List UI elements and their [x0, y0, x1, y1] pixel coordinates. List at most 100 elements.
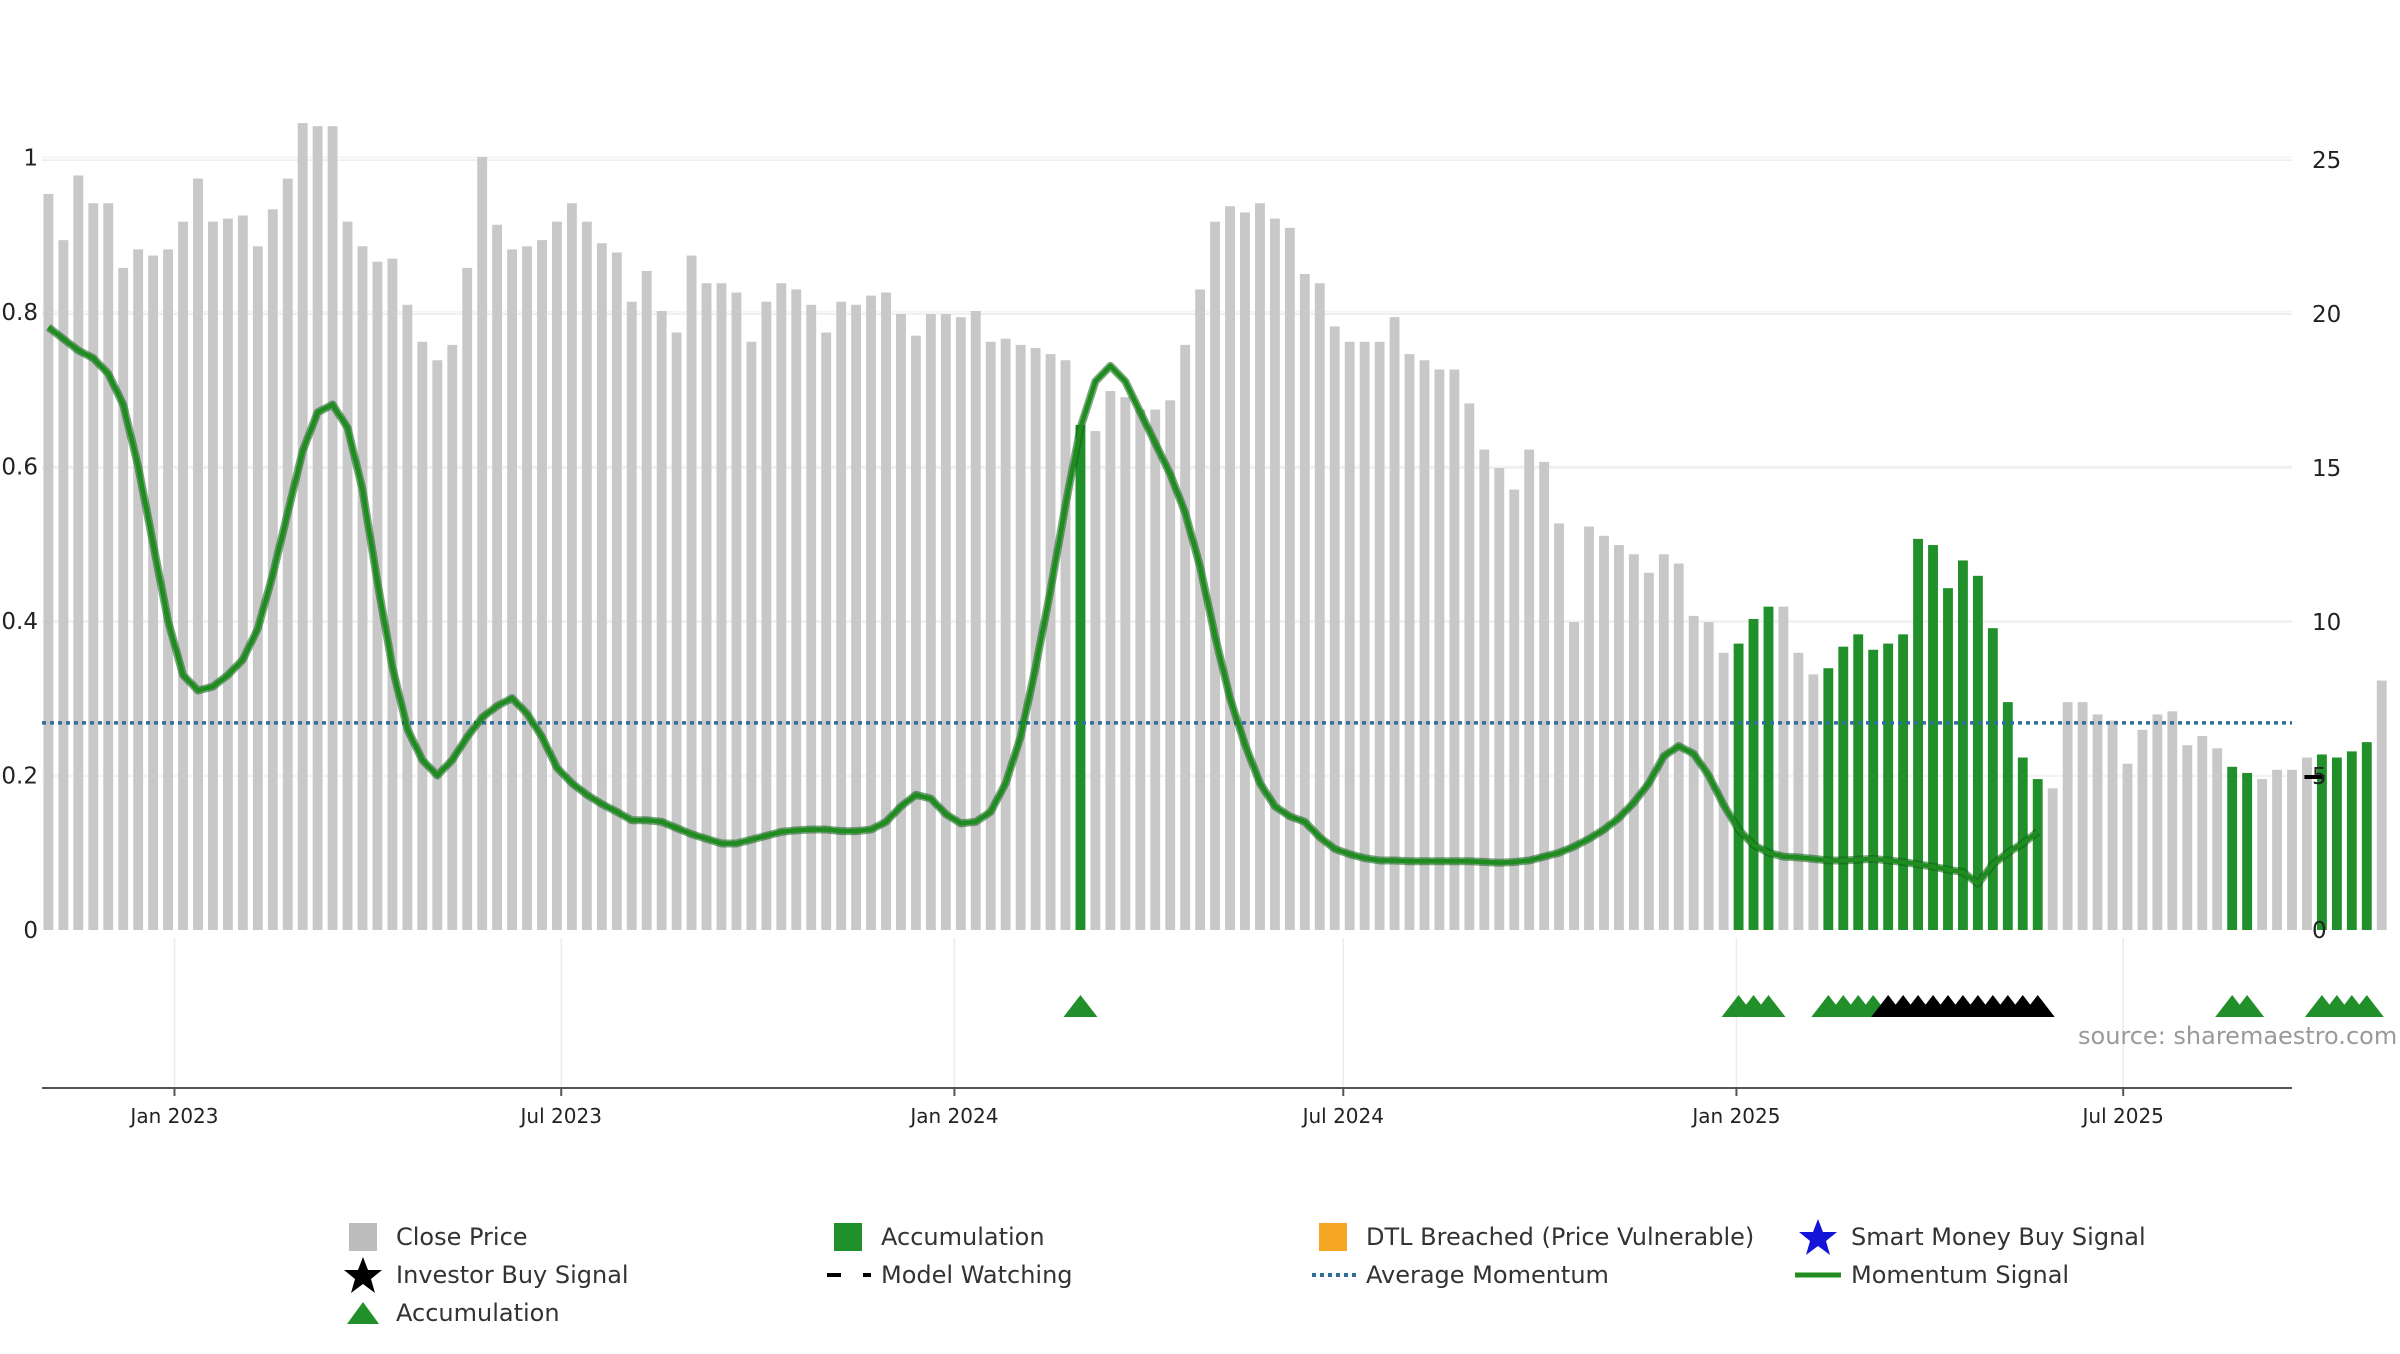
close-price-bar [2122, 763, 2133, 930]
legend-item: Close Price [340, 1220, 528, 1254]
right-axis-tick-label: 25 [2312, 148, 2341, 174]
investor-buy-marker [2020, 995, 2055, 1017]
close-price-bar [432, 360, 443, 930]
accumulation-bar [2346, 751, 2357, 930]
close-price-bar [1464, 403, 1475, 930]
close-price-bar [1030, 347, 1041, 930]
gray-square-icon [340, 1220, 386, 1254]
close-price-bar [851, 304, 862, 930]
right-axis-tick-label: 5 [2312, 764, 2327, 790]
close-price-bar [178, 221, 188, 930]
legend-label: Average Momentum [1366, 1261, 1609, 1289]
left-axis-tick-label: 0.4 [1, 609, 38, 635]
close-price-bar [581, 221, 592, 930]
right-axis-tick-label: 0 [2312, 918, 2327, 944]
close-price-bar [716, 283, 727, 930]
close-price-bar [1314, 283, 1325, 930]
close-price-bar [2287, 769, 2297, 930]
accumulation-triangle-marker [1063, 995, 1098, 1017]
green-line-icon [1795, 1258, 1841, 1292]
accumulation-bar [1883, 643, 1894, 930]
close-price-bar [447, 344, 458, 930]
close-price-bar [2077, 702, 2088, 930]
accumulation-bar [1075, 424, 1086, 930]
close-price-bar [596, 243, 607, 931]
close-price-bar [2092, 714, 2103, 930]
x-axis-tick-label: Jan 2024 [908, 1104, 998, 1128]
close-price-bar [1269, 218, 1280, 930]
close-price-bar [641, 270, 652, 930]
close-price-bar [626, 301, 637, 930]
close-price-bar [43, 193, 54, 930]
close-price-bar [1150, 409, 1161, 930]
close-price-bar [776, 283, 787, 930]
left-axis-tick-label: 0.8 [1, 300, 38, 326]
accumulation-bar [1868, 649, 1879, 930]
accumulation-bar [2002, 702, 2013, 930]
close-price-bar [2182, 745, 2193, 930]
close-price-bar [103, 203, 114, 930]
close-price-bar [73, 175, 84, 930]
legend-item: Smart Money Buy Signal [1795, 1219, 2146, 1255]
close-price-bar [2272, 769, 2282, 930]
close-price-bar [1015, 344, 1026, 930]
legend-item: Investor Buy Signal [340, 1257, 629, 1293]
accumulation-bar [1898, 634, 1909, 930]
close-price-bar [1284, 227, 1295, 931]
close-price-bar [2107, 720, 2118, 930]
black-dash-icon [825, 1258, 871, 1292]
close-price-bar [1090, 431, 1101, 930]
close-price-bar [1599, 535, 1609, 930]
close-price-bar [282, 178, 293, 930]
accumulation-triangle-marker [1751, 995, 1786, 1017]
close-price-bar [148, 255, 159, 931]
accumulation-bar [1838, 646, 1849, 930]
close-price-bar [1584, 526, 1594, 930]
accumulation-bar [1913, 538, 1924, 930]
close-price-bar [2062, 702, 2073, 930]
left-axis-tick-label: 0.2 [1, 763, 38, 789]
x-axis-tick-label: Jul 2023 [519, 1104, 602, 1128]
close-price-bar [1240, 212, 1250, 930]
close-price-bar [1000, 338, 1011, 930]
accumulation-bar [1823, 668, 1834, 930]
close-price-bar [1569, 622, 1579, 930]
close-price-bar [1105, 391, 1116, 930]
close-price-bar [357, 246, 368, 931]
close-price-bar [896, 314, 906, 930]
close-price-bar [387, 258, 398, 931]
close-price-bar [133, 249, 144, 931]
close-price-bar [163, 249, 174, 931]
close-price-bar [1434, 369, 1445, 930]
legend-label: DTL Breached (Price Vulnerable) [1366, 1223, 1755, 1251]
close-price-bar [701, 283, 712, 930]
accumulation-bar [2242, 772, 2253, 930]
close-price-bar [1554, 523, 1565, 930]
left-axis-tick-label: 0.6 [1, 454, 38, 480]
orange-square-icon [1310, 1220, 1356, 1254]
close-price-bar [1778, 606, 1789, 930]
close-price-bar [88, 203, 99, 930]
legend-item: DTL Breached (Price Vulnerable) [1310, 1220, 1754, 1254]
close-price-bar [1195, 289, 1206, 930]
close-price-bar [2212, 748, 2223, 930]
close-price-bar [866, 295, 876, 930]
close-price-bar [2047, 788, 2058, 930]
close-price-bar [1688, 615, 1699, 930]
close-price-bar [1299, 274, 1310, 930]
accumulation-bar [1958, 560, 1968, 930]
accumulation-bar [1928, 545, 1938, 930]
close-price-bar [1120, 397, 1131, 930]
close-price-bar [821, 332, 832, 930]
close-price-bar [566, 203, 577, 930]
legend-label: Momentum Signal [1851, 1261, 2070, 1289]
legend-label: Investor Buy Signal [396, 1261, 629, 1289]
green-triangle-icon [340, 1296, 386, 1330]
close-price-bar [1344, 341, 1355, 930]
close-price-bar [118, 267, 129, 930]
close-price-bar [1718, 652, 1729, 930]
close-price-bar [791, 289, 802, 930]
close-price-bar [1628, 554, 1639, 930]
close-price-bar [1643, 572, 1654, 930]
close-price-bar [492, 224, 503, 930]
